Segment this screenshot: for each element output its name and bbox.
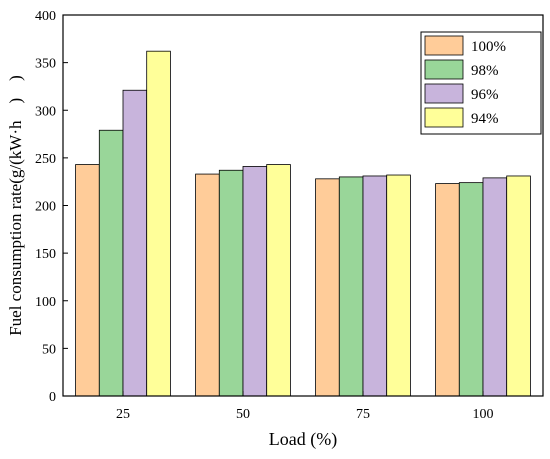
bar-100-94pct	[506, 175, 531, 397]
bar-100-98pct	[458, 182, 484, 397]
y-axis-label: Fuel consumption rate(g/(kW·h ) )	[6, 75, 25, 336]
bar-75-98pct	[338, 176, 364, 397]
bar-25-98pct	[98, 129, 124, 397]
legend-swatch	[424, 107, 464, 128]
legend-swatch	[424, 83, 464, 104]
x-tick-label: 100	[473, 407, 494, 422]
x-axis-label: Load (%)	[269, 429, 337, 450]
bar-25-100pct	[75, 164, 100, 397]
bar-50-98pct	[218, 169, 244, 397]
bar-75-100pct	[315, 178, 340, 397]
bar-75-96pct	[362, 175, 388, 397]
bar-25-96pct	[122, 89, 148, 397]
y-tick-label: 200	[35, 200, 56, 215]
x-tick-label: 25	[116, 407, 130, 422]
y-tick-label: 100	[35, 295, 56, 310]
legend: 100% 98% 96% 94%	[420, 31, 542, 135]
bar-100-100pct	[435, 183, 460, 397]
y-tick-label: 250	[35, 152, 56, 167]
bar-100-96pct	[482, 177, 508, 397]
legend-swatch	[424, 35, 464, 56]
y-tick-label: 150	[35, 247, 56, 262]
y-tick-label: 0	[49, 390, 56, 405]
bar-50-96pct	[242, 166, 268, 397]
x-tick-label: 75	[356, 407, 370, 422]
bar-75-94pct	[386, 174, 411, 397]
bar-25-94pct	[146, 50, 171, 397]
legend-label: 98%	[471, 63, 499, 79]
bars-layer	[75, 50, 531, 397]
bar-50-94pct	[266, 164, 291, 397]
y-tick-label: 400	[35, 9, 56, 24]
legend-label: 96%	[471, 87, 499, 103]
bar-50-100pct	[195, 173, 220, 397]
legend-label: 100%	[471, 39, 506, 55]
legend-label: 94%	[471, 111, 499, 127]
legend-swatch	[424, 59, 464, 80]
x-tick-label: 50	[236, 407, 250, 422]
y-tick-label: 50	[42, 342, 56, 357]
y-tick-label: 350	[35, 57, 56, 72]
y-tick-label: 300	[35, 104, 56, 119]
axes-layer: 0 50 100 150 200 250 300 350 400 25 50 75 100	[35, 9, 544, 422]
